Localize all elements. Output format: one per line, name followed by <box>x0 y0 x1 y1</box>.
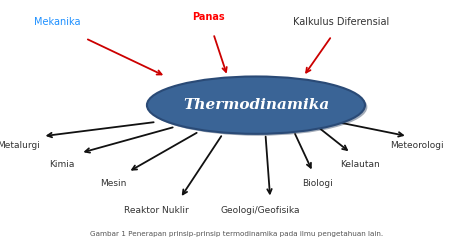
Text: Metalurgi: Metalurgi <box>0 141 40 150</box>
Text: Meteorologi: Meteorologi <box>390 141 444 150</box>
Text: Biologi: Biologi <box>302 179 333 188</box>
Text: Mekanika: Mekanika <box>34 17 80 27</box>
Text: Thermodinamika: Thermodinamika <box>183 98 329 112</box>
Text: Geologi/Geofisika: Geologi/Geofisika <box>221 206 301 215</box>
Text: Mesin: Mesin <box>100 179 127 188</box>
Text: Panas: Panas <box>192 12 225 22</box>
Text: Kalkulus Diferensial: Kalkulus Diferensial <box>293 17 390 27</box>
Ellipse shape <box>147 76 365 134</box>
Text: Kimia: Kimia <box>49 160 74 169</box>
Ellipse shape <box>149 78 367 136</box>
Text: Reaktor Nuklir: Reaktor Nuklir <box>124 206 189 215</box>
Text: Gambar 1 Penerapan prinsip-prinsip termodinamika pada ilmu pengetahuan lain.: Gambar 1 Penerapan prinsip-prinsip termo… <box>91 231 383 237</box>
Text: Kelautan: Kelautan <box>340 160 380 169</box>
